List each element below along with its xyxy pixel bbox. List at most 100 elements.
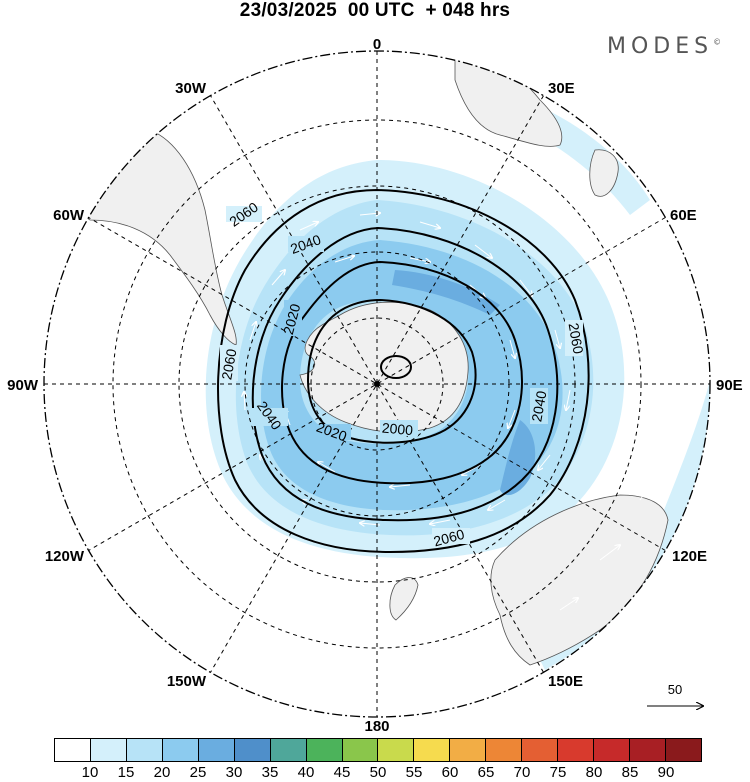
colorbar-tick-label: 45 [333, 764, 351, 781]
lon-label-180: 180 [364, 718, 389, 735]
colorbar-tick-label: 60 [441, 764, 459, 781]
wind-vectors [244, 213, 688, 611]
contour-inner-low [380, 355, 412, 379]
lon-label-90e: 90E [716, 377, 743, 394]
wind-arrow [271, 270, 285, 286]
colorbar-cell [665, 739, 701, 761]
lon-label-60w: 60W [53, 207, 85, 224]
colorbar-tick-label: 90 [657, 764, 675, 781]
colorbar-tick-label: 85 [621, 764, 639, 781]
wind-arrow [474, 244, 492, 258]
map-boundary [43, 50, 711, 718]
contour-label: 2060 [566, 322, 587, 356]
colorbar-tick-label: 25 [189, 764, 207, 781]
map-title: 23/03/2025 00 UTC + 048 hrs [239, 0, 511, 21]
lon-label-120w: 120W [45, 548, 85, 565]
colorbar-tick-label: 70 [513, 764, 531, 781]
colorbar-ticks: 10 15 20 25 30 35 40 45 50 55 60 65 70 75 80 85 90 [54, 764, 702, 782]
meridian-120e-60w [88, 217, 666, 551]
lon-label-150w: 150W [167, 673, 207, 690]
lon-label-0: 0 [373, 36, 381, 53]
colorbar-tick-label: 10 [81, 764, 99, 781]
graticule [44, 51, 710, 717]
wind-arrow [430, 519, 451, 524]
contour-label: 2000 [381, 420, 414, 439]
colorbar-cell [198, 739, 235, 761]
contour-label: 2060 [218, 347, 239, 381]
latitude-circle [112, 119, 642, 649]
wind-arrow [554, 329, 560, 348]
meridian-150e-30w [210, 95, 544, 673]
copyright-mark: © [713, 37, 722, 47]
wind-arrow [509, 339, 515, 358]
colorbar-cell [558, 739, 595, 761]
wind-arrow [419, 221, 440, 228]
contour-label: 2020 [280, 302, 304, 336]
colorbar-tick-label: 35 [261, 764, 279, 781]
wind-arrow [538, 454, 551, 470]
meridian-60e-120w [88, 217, 666, 551]
wind-arrow [559, 598, 578, 611]
colorbar-tick-label: 75 [549, 764, 567, 781]
colorbar-cell [90, 739, 127, 761]
modes-logo: MODES© [607, 34, 721, 59]
colorbar-tick-label: 20 [153, 764, 171, 781]
contour-2040 [251, 226, 559, 522]
map-disc: 2060 2040 2020 2000 2060 2040 2060 2040 … [44, 51, 710, 717]
colorbar-tick-label: 65 [477, 764, 495, 781]
contour-label: 2040 [528, 389, 549, 423]
colorbar-tick-label: 15 [117, 764, 135, 781]
colorbar-cell [594, 739, 630, 761]
colorbar-tick-label: 50 [369, 764, 387, 781]
colorbar-cell [630, 739, 666, 761]
colorbar-cell [450, 739, 487, 761]
colorbar-cell [162, 739, 199, 761]
wind-arrow [519, 279, 532, 296]
colorbar-cell [378, 739, 415, 761]
longitude-labels: 0 30E 60E 90E 120E 150E 180 150W 120W 90… [7, 36, 743, 735]
new-zealand [389, 577, 419, 621]
colorbar-tick-label: 80 [585, 764, 603, 781]
wind-arrow [508, 409, 516, 428]
contour-label: 2060 [432, 526, 466, 550]
madagascar [589, 149, 619, 197]
wind-arrow [679, 422, 688, 441]
meridian-30e-150w [210, 95, 544, 673]
wind-arrow [599, 545, 620, 561]
logo-text: MODES [607, 34, 714, 59]
colorbar-cell [234, 739, 271, 761]
colorbar-cell [486, 739, 523, 761]
lon-label-30w: 30W [175, 80, 207, 97]
wind-arrow [566, 389, 571, 410]
lon-label-120e: 120E [672, 548, 707, 565]
lon-label-60e: 60E [670, 207, 697, 224]
wind-arrow [390, 485, 411, 487]
wind-arrow [244, 392, 245, 411]
wind-arrow [299, 222, 318, 231]
shade-30-patch-north [392, 270, 500, 315]
colorbar-cell [55, 739, 91, 761]
lon-label-90w: 90W [7, 377, 39, 394]
reference-vector-label: 50 [668, 682, 682, 697]
reference-vector: 50 [647, 682, 703, 706]
colorbar-cell [126, 739, 163, 761]
south-pole-marker [374, 381, 380, 387]
lon-label-30e: 30E [548, 80, 575, 97]
wind-arrow [334, 256, 354, 263]
colorbar-tick-label: 30 [225, 764, 243, 781]
contour-2060 [217, 188, 590, 554]
colorbar-tick-label: 55 [405, 764, 423, 781]
colorbar-cell [270, 739, 307, 761]
colorbar-tick-label: 40 [297, 764, 315, 781]
wind-arrow [639, 482, 652, 501]
wind-arrow [249, 322, 256, 341]
colorbar [54, 738, 702, 762]
wind-arrow [488, 499, 506, 510]
wind-arrow [318, 462, 336, 473]
colorbar-cell [522, 739, 559, 761]
colorbar-cell [342, 739, 379, 761]
latitude-circle [310, 317, 444, 451]
colorbar-cell [414, 739, 451, 761]
lon-label-150e: 150E [548, 673, 583, 690]
